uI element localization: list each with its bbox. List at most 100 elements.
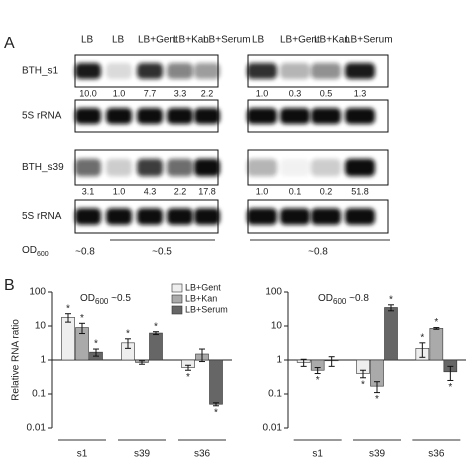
blot-band bbox=[194, 108, 220, 124]
bar bbox=[209, 359, 223, 405]
quant-value: 0.3 bbox=[289, 88, 302, 98]
quant-value: 51.8 bbox=[351, 186, 369, 196]
y-tick-label: 100 bbox=[29, 287, 46, 298]
significance-mark: * bbox=[361, 379, 365, 390]
significance-mark: * bbox=[66, 303, 70, 314]
significance-mark: * bbox=[448, 382, 452, 393]
significance-mark: * bbox=[420, 332, 424, 343]
bar bbox=[149, 332, 163, 361]
quant-value: 0.2 bbox=[320, 186, 333, 196]
blot-band bbox=[75, 208, 101, 225]
title-subscript: 600 bbox=[95, 297, 109, 306]
od-group: ~0.8 bbox=[308, 247, 328, 258]
error-bar bbox=[360, 369, 366, 379]
significance-mark: * bbox=[126, 328, 130, 339]
blot-band bbox=[167, 158, 193, 177]
error-bar bbox=[419, 342, 426, 358]
blot-band bbox=[311, 108, 341, 124]
significance-mark: * bbox=[316, 375, 320, 386]
od-subscript: 600 bbox=[37, 251, 49, 258]
quant-value: 3.3 bbox=[174, 88, 187, 98]
chart-title: OD600 ~0.5 bbox=[80, 293, 131, 306]
title-suffix: ~0.5 bbox=[108, 293, 131, 304]
legend-swatch bbox=[171, 294, 183, 304]
error-bar bbox=[139, 360, 145, 365]
significance-mark: * bbox=[80, 313, 84, 324]
error-bar bbox=[93, 348, 99, 357]
blot-band bbox=[106, 158, 132, 177]
blot-band bbox=[167, 108, 193, 124]
blot-name: 5S rRNA bbox=[22, 211, 62, 222]
error-bar bbox=[125, 338, 131, 349]
quant-value: 0.5 bbox=[320, 88, 333, 98]
blot-band bbox=[75, 108, 101, 124]
error-bar bbox=[185, 364, 191, 371]
quant-value: 1.0 bbox=[256, 186, 269, 196]
significance-mark: * bbox=[214, 407, 218, 418]
error-bar bbox=[388, 304, 394, 312]
blot-band bbox=[247, 208, 277, 225]
blot-band bbox=[106, 108, 132, 124]
blot-name: 5S rRNA bbox=[22, 111, 62, 122]
lane-label: LB bbox=[252, 35, 265, 46]
blot-band bbox=[194, 63, 220, 79]
x-tick-label: s36 bbox=[194, 449, 211, 460]
blot-band bbox=[137, 208, 163, 225]
blot-band bbox=[137, 63, 163, 79]
blot-band bbox=[106, 208, 132, 225]
quant-value: 1.0 bbox=[113, 186, 126, 196]
error-bar bbox=[328, 356, 335, 367]
quant-value: 3.1 bbox=[82, 186, 95, 196]
blot-band bbox=[280, 208, 310, 225]
blot-name: BTH_s1 bbox=[22, 66, 59, 77]
blot-band bbox=[194, 158, 220, 177]
error-bar bbox=[65, 313, 71, 323]
y-tick-label: 100 bbox=[265, 287, 282, 298]
significance-mark: * bbox=[186, 372, 190, 383]
significance-mark: * bbox=[94, 339, 98, 350]
y-tick-label: 1 bbox=[276, 355, 282, 366]
significance-mark: * bbox=[389, 294, 393, 305]
y-tick-label: 0.01 bbox=[263, 423, 283, 434]
blot-band bbox=[247, 108, 277, 124]
error-bar bbox=[314, 367, 321, 375]
blot-name: BTH_s39 bbox=[22, 162, 64, 173]
blot-band bbox=[345, 63, 375, 79]
title-prefix: OD bbox=[80, 293, 95, 304]
quant-value: 7.7 bbox=[144, 88, 157, 98]
blot-band bbox=[194, 208, 220, 225]
legend-swatch bbox=[171, 283, 183, 293]
legend-swatch bbox=[171, 305, 183, 315]
blot-band bbox=[280, 108, 310, 124]
error-bar bbox=[374, 381, 380, 394]
quant-value: 17.8 bbox=[198, 186, 216, 196]
blot-band bbox=[311, 63, 341, 79]
blot-band bbox=[137, 158, 163, 177]
error-bar bbox=[300, 358, 307, 367]
quant-value: 1.0 bbox=[113, 88, 126, 98]
y-tick-label: 0.01 bbox=[27, 423, 47, 434]
blot-band bbox=[247, 158, 277, 177]
bar bbox=[429, 328, 444, 361]
od-label: OD600 bbox=[22, 245, 49, 258]
error-bar bbox=[447, 365, 454, 381]
lane-label: LB bbox=[112, 35, 125, 46]
y-axis-label: Relative RNA ratio bbox=[11, 319, 22, 401]
y-tick-label: 1 bbox=[40, 355, 46, 366]
blot-band bbox=[280, 63, 310, 79]
bar bbox=[61, 317, 75, 361]
title-subscript: 600 bbox=[333, 297, 347, 306]
blot-band bbox=[247, 63, 277, 79]
lane-label: LB+Kan bbox=[314, 35, 350, 46]
lane-label: LB+Serum bbox=[345, 35, 393, 46]
quant-value: 2.2 bbox=[174, 186, 187, 196]
significance-mark: * bbox=[375, 394, 379, 405]
error-bar bbox=[153, 331, 159, 336]
error-bar bbox=[433, 327, 440, 330]
blot-band bbox=[345, 108, 375, 124]
blot-band bbox=[137, 108, 163, 124]
lane-label: LB+Serum bbox=[203, 35, 251, 46]
y-tick-label: 10 bbox=[271, 321, 283, 332]
error-bar bbox=[213, 402, 219, 407]
